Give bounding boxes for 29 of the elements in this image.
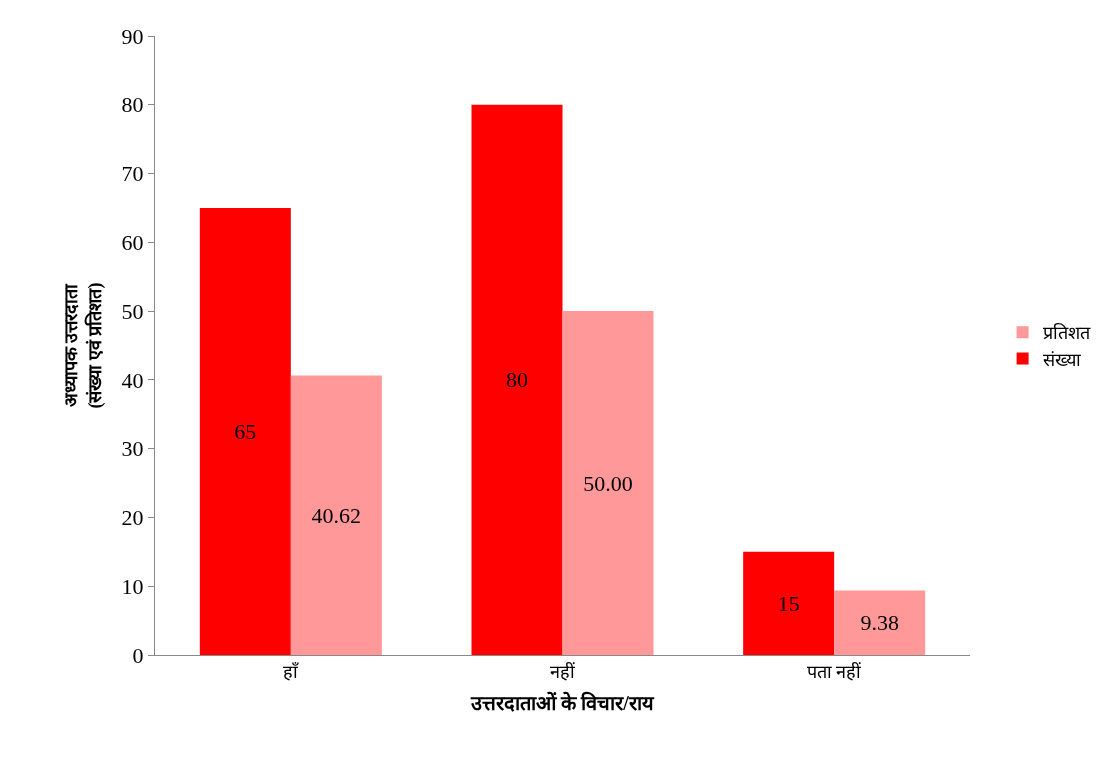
data-label: 40.62 (311, 502, 362, 528)
y-tick-label: 0 (132, 642, 144, 668)
data-label: 15 (777, 590, 800, 616)
y-tick-label: 10 (121, 573, 144, 599)
data-label: 65 (234, 418, 257, 444)
legend-label: प्रतिशत (1042, 322, 1091, 344)
data-label: 50.00 (583, 470, 633, 496)
legend-label: संख्या (1042, 349, 1081, 370)
bar (562, 311, 654, 655)
bar (743, 551, 835, 655)
bar (471, 104, 563, 655)
y-tick-label: 80 (121, 92, 144, 118)
y-tick-label: 30 (121, 436, 144, 462)
x-axis-title: उत्तरदाताओं के विचार/राय (470, 691, 655, 715)
data-label: 80 (505, 367, 528, 393)
data-label: 9.38 (860, 610, 899, 636)
y-tick-label: 40 (121, 367, 144, 393)
bar (290, 375, 382, 655)
x-tick-label: हाँ (283, 660, 300, 682)
y-tick-label: 90 (121, 23, 144, 49)
x-tick-label: नहीं (550, 660, 575, 682)
y-tick-label: 50 (121, 298, 144, 324)
y-tick-label: 70 (121, 161, 144, 187)
x-tick-label: पता नहीं (806, 660, 862, 682)
bar (834, 590, 926, 655)
bar (199, 207, 291, 655)
y-axis-title: अध्यापक उत्तरदाता (संख्या एवं प्रतिशत) (61, 282, 106, 409)
y-tick-label: 20 (121, 505, 144, 531)
y-tick-label: 60 (121, 230, 144, 256)
